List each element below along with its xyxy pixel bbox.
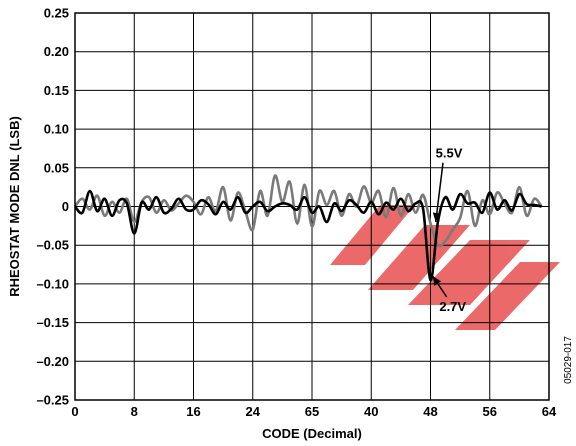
x-tick-label: 56 <box>483 404 497 419</box>
figure-code: 05029-017 <box>563 336 574 384</box>
annotation-arrow-line <box>434 162 444 223</box>
x-tick-label: 40 <box>364 404 378 419</box>
y-tick-label: –0.15 <box>36 315 69 330</box>
annotation-arrow-head <box>432 212 441 222</box>
annotation-label: 2.7V <box>439 299 466 314</box>
annotation-arrow-head <box>432 276 442 286</box>
y-tick-label: 0.05 <box>44 160 69 175</box>
x-tick-labels: 0 8 16 24 65 40 48 56 64 <box>71 404 557 419</box>
plot-frame <box>74 12 550 401</box>
annotation-label: 5.5V <box>436 146 463 161</box>
series-line-2-7v <box>74 189 542 282</box>
annotations: 5.5V 2.7V <box>432 146 466 314</box>
x-tick-label: 48 <box>423 404 437 419</box>
y-tick-label: –0.25 <box>36 393 69 408</box>
y-tick-label: 0.25 <box>44 6 69 21</box>
y-tick-label: 0.20 <box>44 44 69 59</box>
y-tick-label: 0.10 <box>44 122 69 137</box>
series-layer <box>73 174 543 282</box>
y-tick-label: 0 <box>62 199 69 214</box>
y-tick-label: –0.10 <box>36 276 69 291</box>
y-axis-label: RHEOSTAT MODE DNL (LSB) <box>7 116 22 297</box>
x-tick-label: 24 <box>246 404 261 419</box>
series-line-5-5v <box>73 174 543 248</box>
x-axis-label: CODE (Decimal) <box>262 426 362 441</box>
y-tick-label: 0.15 <box>44 83 69 98</box>
x-tick-label: 8 <box>131 404 138 419</box>
y-tick-label: –0.20 <box>36 354 69 369</box>
y-tick-labels: 0.25 0.20 0.15 0.10 0.05 0 –0.05 –0.10 –0.15 –0.2… <box>36 6 69 408</box>
watermark-logo <box>330 205 560 330</box>
x-tick-label: 0 <box>71 404 78 419</box>
x-tick-label: 64 <box>542 404 557 419</box>
x-tick-label: 16 <box>186 404 200 419</box>
x-tick-label: 65 <box>305 404 319 419</box>
y-tick-label: –0.05 <box>36 238 69 253</box>
